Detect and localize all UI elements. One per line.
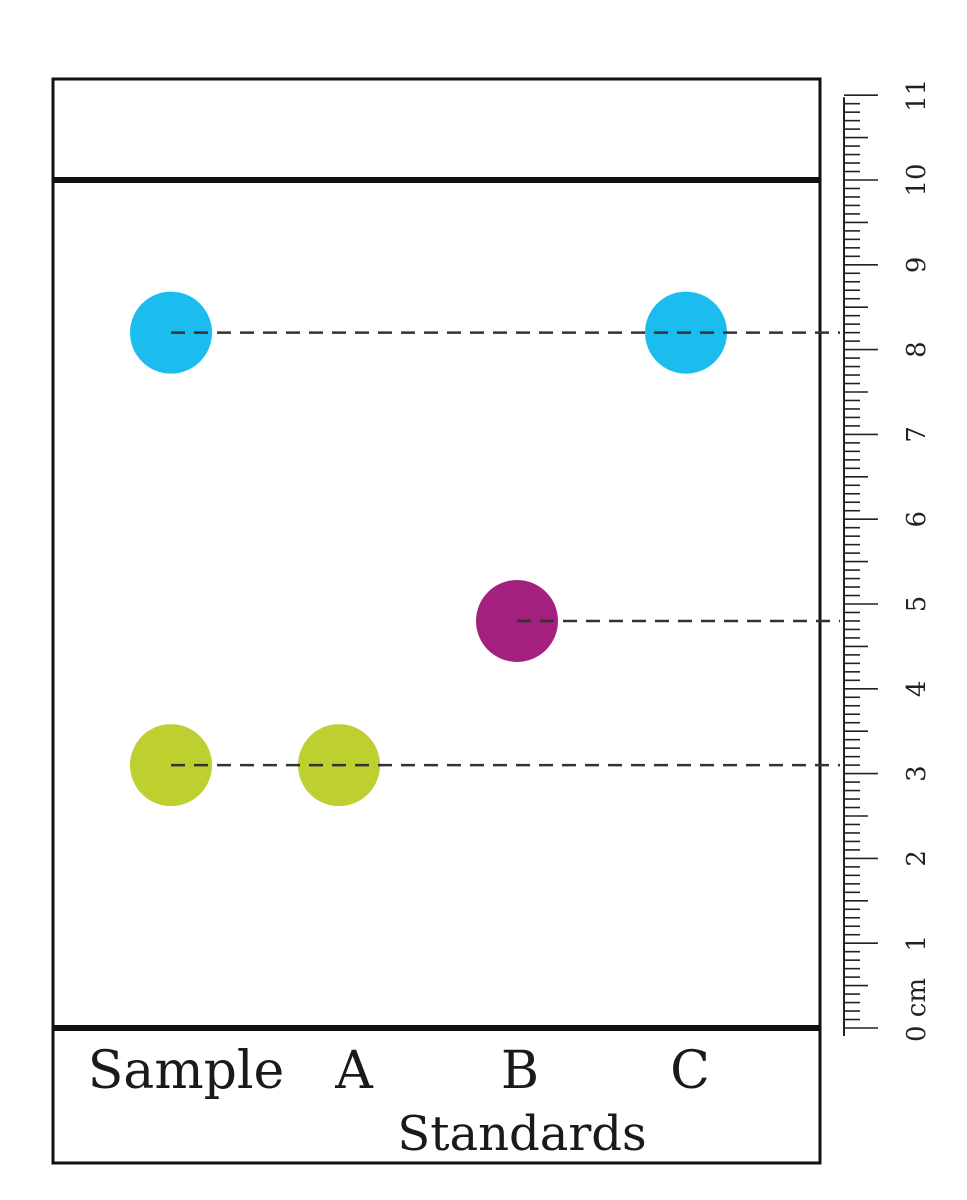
ruler — [843, 94, 878, 1036]
ruler-label-5: 5 — [902, 596, 932, 613]
ruler-labels: 0 cm 1 2 3 4 5 6 7 8 9 10 11 — [902, 79, 932, 1042]
ruler-label-8: 8 — [902, 341, 932, 358]
ruler-label-11: 11 — [902, 79, 932, 112]
lane-label-a: A — [334, 1041, 374, 1101]
ruler-label-1: 1 — [902, 935, 932, 952]
standards-label: Standards — [397, 1106, 646, 1162]
lane-label-b: B — [501, 1041, 539, 1101]
ruler-label-6: 6 — [902, 511, 932, 528]
lane-label-sample: Sample — [88, 1041, 285, 1101]
ruler-label-7: 7 — [902, 426, 932, 443]
ruler-label-10: 10 — [902, 163, 932, 196]
guide-lines — [171, 331, 840, 767]
lane-label-c: C — [670, 1041, 710, 1101]
ruler-label-4: 4 — [902, 681, 932, 698]
ruler-label-2: 2 — [902, 850, 932, 867]
ruler-label-9: 9 — [902, 257, 932, 274]
spots — [130, 291, 727, 807]
ruler-label-3: 3 — [902, 765, 932, 782]
ruler-label-0: 0 cm — [902, 978, 932, 1042]
